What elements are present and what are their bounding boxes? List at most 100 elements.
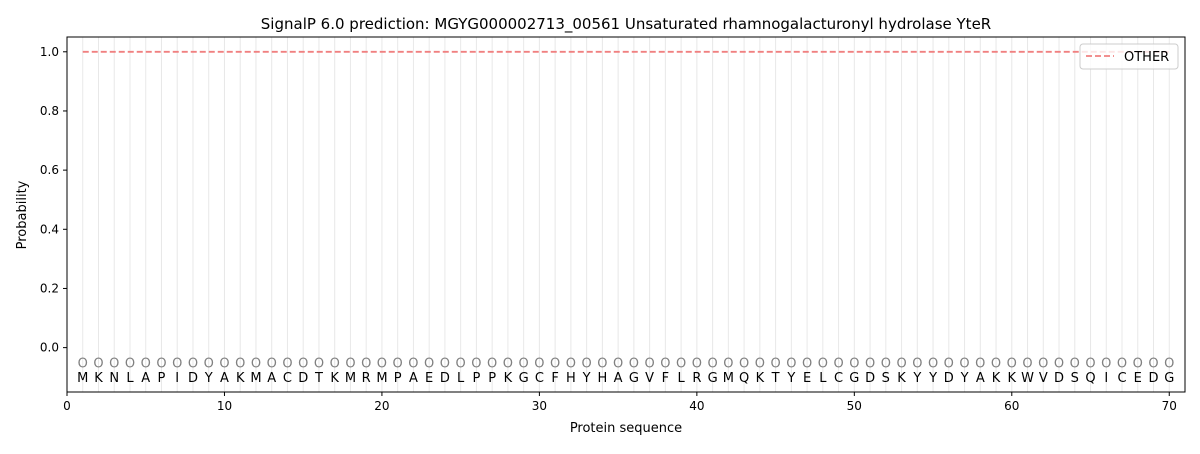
predicted-label-mark: O	[865, 356, 875, 371]
residue-label: G	[849, 371, 859, 386]
predicted-label-mark: O	[912, 356, 922, 371]
x-tick-label: 20	[374, 399, 389, 413]
predicted-label-mark: O	[330, 356, 340, 371]
residue-label: D	[944, 371, 954, 386]
grid-lines	[82, 37, 1170, 392]
residue-label: A	[141, 371, 150, 386]
predicted-label-mark: O	[1038, 356, 1048, 371]
residue-label: M	[376, 371, 387, 386]
residue-label: K	[1008, 371, 1017, 386]
predicted-label-mark: O	[707, 356, 717, 371]
predicted-label-mark: O	[361, 356, 371, 371]
residue-label: C	[1117, 371, 1126, 386]
residue-label: H	[597, 371, 607, 386]
residue-label: M	[250, 371, 261, 386]
plot-frame	[66, 36, 1186, 393]
predicted-label-mark: O	[235, 356, 245, 371]
x-tick-label: 50	[847, 399, 862, 413]
y-tick-label: 0.8	[40, 104, 59, 118]
predicted-label-mark: O	[833, 356, 843, 371]
predicted-label-mark: O	[786, 356, 796, 371]
predicted-label-mark: O	[408, 356, 418, 371]
residue-label: G	[629, 371, 639, 386]
x-tick-label: 10	[217, 399, 232, 413]
predicted-label-mark: O	[471, 356, 481, 371]
residue-label: I	[175, 371, 179, 386]
predicted-label-mark: O	[1101, 356, 1111, 371]
predicted-label-mark: O	[1148, 356, 1158, 371]
predicted-label-mark: O	[629, 356, 639, 371]
predicted-label-mark: O	[314, 356, 324, 371]
predicted-label-mark: O	[298, 356, 308, 371]
residue-label: C	[834, 371, 843, 386]
predicted-label-mark: O	[975, 356, 985, 371]
residue-label: F	[551, 371, 558, 386]
x-tick-label: 40	[689, 399, 704, 413]
predicted-label-mark: O	[896, 356, 906, 371]
residue-label: Y	[912, 371, 921, 386]
predicted-label-mark: O	[928, 356, 938, 371]
predicted-label-mark: O	[550, 356, 560, 371]
residue-label: T	[314, 371, 323, 386]
predicted-label-mark: O	[534, 356, 544, 371]
residue-label: D	[1148, 371, 1158, 386]
y-tick-label: 0.6	[40, 163, 59, 177]
residue-label: P	[472, 371, 480, 386]
residue-label: H	[566, 371, 576, 386]
residue-label: I	[1104, 371, 1108, 386]
residue-label: A	[409, 371, 418, 386]
residue-label: T	[771, 371, 780, 386]
predicted-label-mark: O	[377, 356, 387, 371]
predicted-label-mark: O	[566, 356, 576, 371]
residue-label: V	[645, 371, 654, 386]
residue-label: K	[504, 371, 513, 386]
predicted-label-mark: O	[424, 356, 434, 371]
x-tick-label: 70	[1162, 399, 1177, 413]
residue-label: G	[519, 371, 529, 386]
residue-label: P	[488, 371, 496, 386]
residue-label: Y	[204, 371, 213, 386]
residue-label: E	[803, 371, 811, 386]
predicted-label-mark: O	[959, 356, 969, 371]
residue-label: P	[158, 371, 166, 386]
y-tick-label: 0.0	[40, 341, 59, 355]
residue-label: L	[126, 371, 134, 386]
residue-label: V	[1039, 371, 1048, 386]
residue-label: S	[882, 371, 890, 386]
y-axis-label: Probability	[15, 180, 30, 249]
predicted-label-mark: O	[393, 356, 403, 371]
predicted-label-mark: O	[125, 356, 135, 371]
residue-label: D	[188, 371, 198, 386]
residue-label: D	[298, 371, 308, 386]
predicted-label-mark: O	[267, 356, 277, 371]
residue-label: M	[77, 371, 88, 386]
predicted-label-mark: O	[723, 356, 733, 371]
residue-label: M	[723, 371, 734, 386]
predicted-label-mark: O	[1054, 356, 1064, 371]
predicted-label-mark: O	[1007, 356, 1017, 371]
predicted-label-mark: O	[204, 356, 214, 371]
predicted-label-mark: O	[944, 356, 954, 371]
predicted-label-mark: O	[849, 356, 859, 371]
predicted-label-mark: O	[487, 356, 497, 371]
predicted-label-mark: O	[597, 356, 607, 371]
predicted-label-mark: O	[219, 356, 229, 371]
residue-label: W	[1021, 371, 1034, 386]
predicted-label-mark: O	[1133, 356, 1143, 371]
residue-label: A	[976, 371, 985, 386]
residue-label: Q	[1085, 371, 1095, 386]
residue-label: D	[865, 371, 875, 386]
predicted-label-mark: O	[582, 356, 592, 371]
legend-box	[1079, 43, 1179, 70]
predicted-label-mark: O	[613, 356, 623, 371]
y-axis: 0.0 0.2 0.4 0.6 0.8 1.0	[40, 45, 67, 355]
residue-label: K	[756, 371, 765, 386]
predicted-label-mark: O	[660, 356, 670, 371]
residue-label: D	[1054, 371, 1064, 386]
predicted-label-mark: O	[818, 356, 828, 371]
residue-label: L	[677, 371, 685, 386]
residue-label: M	[345, 371, 356, 386]
legend-label-other: OTHER	[1124, 50, 1169, 65]
predicted-label-mark: O	[1022, 356, 1032, 371]
